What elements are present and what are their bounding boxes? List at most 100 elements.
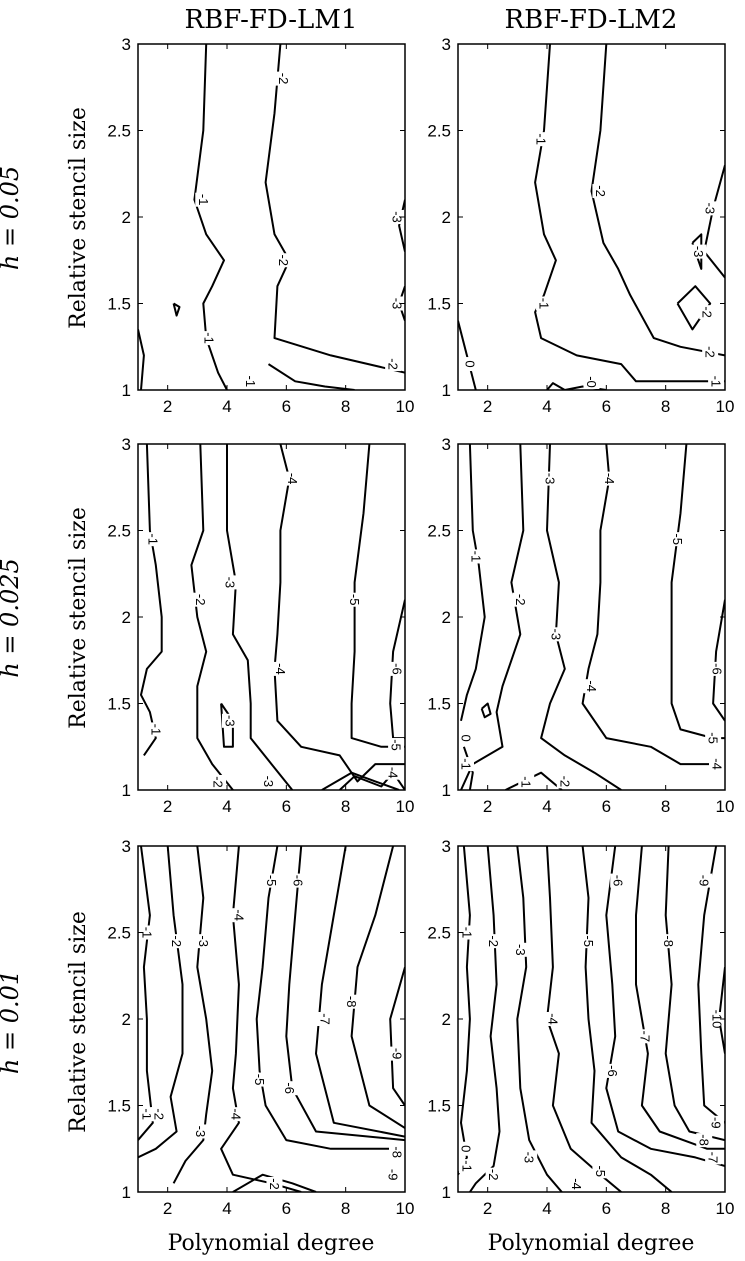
x-tick-label: 2 xyxy=(163,1199,172,1218)
contour-label: -1 xyxy=(519,776,534,788)
contour-label-bg xyxy=(533,132,550,147)
contour-label-bg xyxy=(583,679,600,694)
contour-label: -1 xyxy=(202,332,217,344)
contour-label: -1 xyxy=(139,927,154,939)
contour-label: -1 xyxy=(139,1108,154,1120)
contour-label: -8 xyxy=(390,1146,405,1158)
contour-label: -2 xyxy=(486,935,501,947)
contour-label-bg xyxy=(227,1107,244,1122)
contour-label: -2 xyxy=(703,346,718,358)
row-labels: h = 0.05 h = 0.025 h = 0.01 xyxy=(0,166,24,1074)
contour-lines xyxy=(460,444,725,790)
row-label-h001: h = 0.01 xyxy=(0,970,24,1074)
contour-label-bg xyxy=(147,722,164,737)
contour-label-bg xyxy=(389,1145,405,1160)
contour-label: -7 xyxy=(317,1013,332,1025)
y-tick-label: 2 xyxy=(122,1010,131,1029)
y-tick-label: 2.5 xyxy=(107,924,131,943)
contour-label-bg xyxy=(168,934,185,949)
contour-label: -2 xyxy=(193,594,208,606)
y-tick-label: 3 xyxy=(442,435,451,454)
contour-label-bg xyxy=(263,873,280,888)
y-axis-label-row1: Relative stencil size xyxy=(66,107,91,329)
contour-label-bg xyxy=(705,731,722,746)
contour-label-bg xyxy=(138,925,155,940)
contour-label: -1 xyxy=(534,133,549,145)
contour-line xyxy=(190,444,234,790)
contour-label-bg xyxy=(709,661,725,676)
contour-label: -1 xyxy=(459,758,474,770)
contour-label: -5 xyxy=(593,1165,608,1177)
contour-lines xyxy=(458,846,725,1192)
contour-label: -4 xyxy=(602,473,617,485)
contour-line xyxy=(505,771,563,790)
contour-line xyxy=(581,444,725,766)
y-tick-label: 2 xyxy=(122,608,131,627)
contour-label: -1 xyxy=(459,927,474,939)
contour-label: -4 xyxy=(569,1178,584,1190)
contour-line xyxy=(193,44,228,390)
x-tick-label: 2 xyxy=(163,397,172,416)
contour-line xyxy=(267,363,355,390)
x-tick-label: 6 xyxy=(282,1199,291,1218)
contour-label: -8 xyxy=(344,996,359,1008)
contour-line xyxy=(138,846,184,1159)
contour-label: -3 xyxy=(196,935,211,947)
contour-line xyxy=(546,846,622,1192)
contour-label: -3 xyxy=(548,629,563,641)
contour-label: -9 xyxy=(386,1169,401,1181)
contour-label-bg xyxy=(592,1164,609,1179)
contour-label-bg xyxy=(696,873,713,888)
x-axis-label-left: Polynomial degree xyxy=(168,1231,375,1256)
y-tick-label: 1 xyxy=(122,781,131,800)
y-tick-label: 1.5 xyxy=(427,695,451,714)
contour-label-bg xyxy=(458,1159,475,1174)
contour-line xyxy=(138,329,145,390)
contour-lines xyxy=(138,44,405,390)
contour-label-bg xyxy=(512,942,529,957)
contour-line xyxy=(264,44,405,374)
contour-label: -3 xyxy=(691,246,706,258)
contour-label: -10 xyxy=(710,1010,725,1029)
contour-label-bg xyxy=(284,471,301,486)
y-tick-label: 2 xyxy=(442,608,451,627)
contour-label: -1 xyxy=(537,298,552,310)
y-tick-label: 1 xyxy=(122,1183,131,1202)
contour-label: -4 xyxy=(584,680,599,692)
contour-label: -5 xyxy=(264,875,279,887)
contour-label: -6 xyxy=(611,875,626,887)
contour-label: -9 xyxy=(697,875,712,887)
contour-label: -4 xyxy=(545,1013,560,1025)
contour-labels: -1 -1 -2 -2 -3 -3 -3 -4 -4 -5 -5 -6 -4 xyxy=(144,471,405,789)
contour-label: -4 xyxy=(228,1108,243,1120)
contour-line xyxy=(712,599,725,722)
contour-label-bg xyxy=(521,1150,538,1165)
contour-line xyxy=(460,444,486,722)
y-tick-label: 2.5 xyxy=(427,924,451,943)
contour-label: -0 xyxy=(584,376,599,388)
contour-label-bg xyxy=(389,1046,405,1061)
contour-line xyxy=(697,846,725,1124)
x-tick-label: 2 xyxy=(483,797,492,816)
x-tick-label: 8 xyxy=(341,797,350,816)
contour-label-bg xyxy=(195,192,212,207)
contour-label-bg xyxy=(385,765,402,780)
contour-label-bg xyxy=(669,532,686,547)
contour-line xyxy=(458,320,477,390)
contour-label-bg xyxy=(708,1115,725,1130)
contour-label-bg xyxy=(144,532,161,547)
contour-label-bg xyxy=(518,775,535,789)
contour-label-bg xyxy=(485,934,502,949)
contour-label-bg xyxy=(385,1167,402,1182)
contour-lines xyxy=(138,846,405,1192)
contour-line xyxy=(315,846,405,1138)
contour-label-bg xyxy=(221,713,238,728)
contour-label: -3 xyxy=(390,298,405,310)
contour-panel: -1 -1 -2 -2 -3 -3 -3 -4 -4 -5 -5 -6 -4 2 4 6 8 10 1 1.5 2 2.5… xyxy=(107,435,414,816)
contour-label: -2 xyxy=(513,594,528,606)
y-tick-label: 3 xyxy=(442,837,451,856)
y-axis-label-row2: Relative stencil size xyxy=(66,507,91,729)
y-tick-label: 2 xyxy=(442,1010,451,1029)
y-tick-label: 1 xyxy=(442,1183,451,1202)
axis-ticks: 2 4 6 8 10 1 1.5 2 2.5 3 xyxy=(107,35,414,416)
